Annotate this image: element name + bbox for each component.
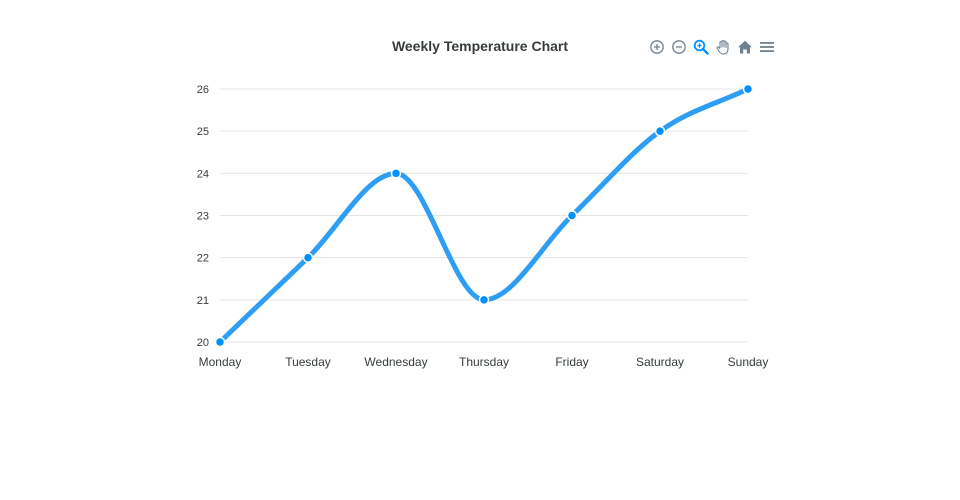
zoom-in-icon bbox=[650, 40, 664, 54]
y-tick-label: 22 bbox=[197, 253, 209, 265]
x-tick-label: Tuesday bbox=[285, 355, 331, 369]
reset-zoom-button[interactable] bbox=[735, 37, 755, 57]
x-tick-label: Friday bbox=[555, 355, 588, 369]
x-tick-label: Monday bbox=[199, 355, 242, 369]
x-tick-label: Saturday bbox=[636, 355, 684, 369]
data-point[interactable] bbox=[214, 336, 226, 348]
chart-title: Weekly Temperature Chart bbox=[391, 38, 569, 54]
zoom-in-button[interactable] bbox=[647, 37, 667, 57]
selection-zoom-button[interactable] bbox=[691, 37, 711, 57]
pan-icon bbox=[716, 39, 729, 55]
series-layer bbox=[214, 83, 754, 348]
y-tick-label: 24 bbox=[197, 168, 209, 180]
data-point[interactable] bbox=[478, 294, 490, 306]
x-axis-labels: Monday Tuesday Wednesday Thursday Friday Satu… bbox=[199, 355, 769, 369]
home-icon bbox=[738, 40, 752, 54]
data-point[interactable] bbox=[302, 252, 314, 263]
y-tick-label: 23 bbox=[197, 211, 209, 223]
grid-lines bbox=[220, 88, 748, 343]
data-point[interactable] bbox=[566, 210, 578, 221]
x-tick-label: Sunday bbox=[728, 355, 769, 369]
zoom-out-icon bbox=[672, 40, 686, 54]
x-tick-label: Thursday bbox=[459, 355, 509, 369]
series-line bbox=[217, 86, 751, 345]
data-point[interactable] bbox=[742, 83, 754, 95]
pan-button[interactable] bbox=[713, 37, 733, 57]
y-tick-label: 26 bbox=[197, 84, 209, 96]
y-tick-label: 20 bbox=[197, 337, 209, 349]
data-point[interactable] bbox=[390, 168, 402, 179]
chart-toolbar bbox=[645, 37, 777, 57]
menu-icon bbox=[760, 42, 774, 52]
x-tick-label: Wednesday bbox=[364, 355, 427, 369]
zoom-out-button[interactable] bbox=[669, 37, 689, 57]
selection-zoom-icon bbox=[693, 39, 709, 55]
chart-menu-button[interactable] bbox=[757, 37, 777, 57]
y-axis-labels: 20 21 22 23 24 25 26 bbox=[197, 84, 209, 349]
y-tick-label: 21 bbox=[197, 295, 209, 307]
y-tick-label: 25 bbox=[197, 126, 209, 138]
data-point[interactable] bbox=[654, 125, 666, 137]
